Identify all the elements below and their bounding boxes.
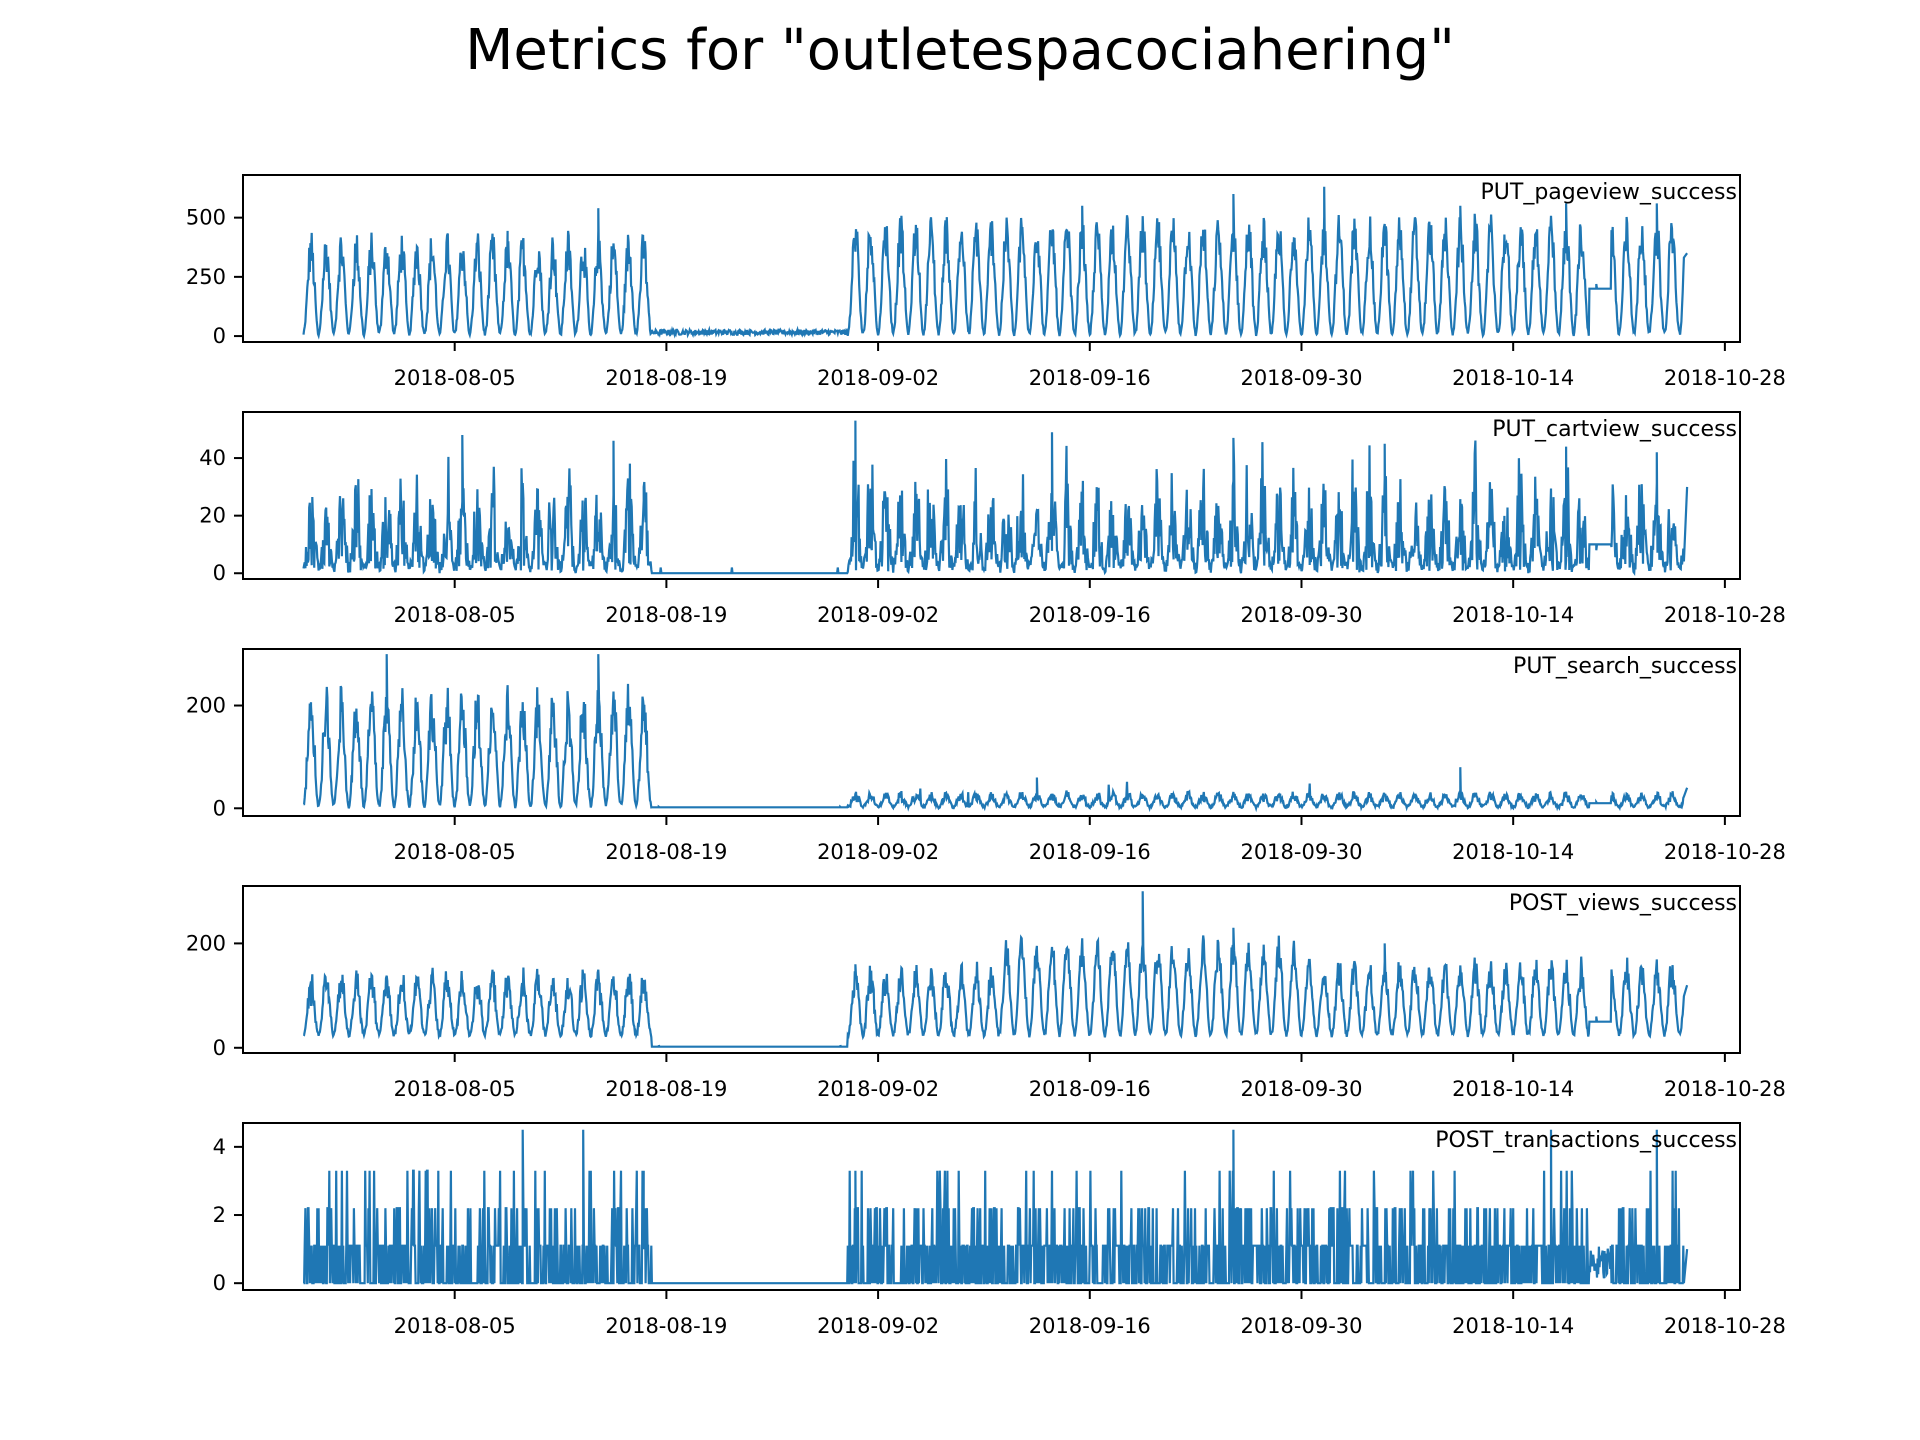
- axes-frame: [242, 174, 1741, 343]
- x-tick-label: 2018-10-28: [1664, 1314, 1786, 1338]
- x-tick-label: 2018-08-19: [605, 1314, 727, 1338]
- chart-title: Metrics for "outletespacociahering": [465, 18, 1455, 83]
- axes-frame: [242, 648, 1741, 817]
- y-tick-label: 250: [186, 265, 226, 289]
- x-tick-label: 2018-09-02: [817, 1077, 939, 1101]
- x-tick-label: 2018-08-05: [394, 603, 516, 627]
- x-tick-label: 2018-08-05: [394, 366, 516, 390]
- panel-PUT_search_success: 2018-08-05 2018-08-19 2018-09-02 2018-09-16…: [186, 648, 1786, 864]
- y-tick-label: 0: [213, 324, 226, 348]
- panel-POST_transactions_success: 2018-08-05 2018-08-19 2018-09-02 2018-09-16…: [213, 1122, 1786, 1338]
- x-tick-label: 2018-10-14: [1452, 603, 1574, 627]
- x-tick-label: 2018-09-02: [817, 1314, 939, 1338]
- panel-label: POST_views_success: [1509, 891, 1737, 916]
- y-tick-label: 200: [186, 694, 226, 718]
- series-line-PUT_cartview_success: [302, 420, 1689, 577]
- series-line-POST_views_success: [303, 891, 1689, 1048]
- series-line-POST_transactions_success: [303, 1129, 1689, 1285]
- panel-PUT_pageview_success: 2018-08-05 2018-08-19 2018-09-02 2018-09-16…: [186, 174, 1786, 390]
- axes-frame: [242, 1122, 1741, 1291]
- x-tick-label: 2018-09-02: [817, 366, 939, 390]
- x-tick-label: 2018-08-19: [605, 603, 727, 627]
- axes-frame: [242, 885, 1741, 1054]
- x-tick-label: 2018-09-16: [1029, 603, 1151, 627]
- series-line-PUT_pageview_success: [302, 186, 1688, 340]
- panel-label: PUT_cartview_success: [1492, 417, 1737, 442]
- y-tick-label: 0: [213, 1036, 226, 1060]
- x-tick-label: 2018-08-19: [605, 1077, 727, 1101]
- x-tick-label: 2018-10-14: [1452, 1314, 1574, 1338]
- panel-label: PUT_pageview_success: [1481, 180, 1737, 205]
- x-tick-label: 2018-10-28: [1664, 1077, 1786, 1101]
- x-tick-label: 2018-10-28: [1664, 366, 1786, 390]
- x-tick-label: 2018-09-16: [1029, 1314, 1151, 1338]
- x-tick-label: 2018-10-14: [1452, 1077, 1574, 1101]
- y-tick-label: 0: [213, 1271, 226, 1295]
- x-tick-label: 2018-10-14: [1452, 366, 1574, 390]
- y-tick-label: 0: [213, 796, 226, 820]
- y-tick-label: 40: [199, 446, 226, 470]
- x-tick-label: 2018-09-30: [1240, 603, 1362, 627]
- y-tick-label: 200: [186, 931, 226, 955]
- x-tick-label: 2018-09-02: [817, 603, 939, 627]
- x-tick-label: 2018-09-30: [1240, 840, 1362, 864]
- series-line-PUT_search_success: [303, 654, 1689, 813]
- x-tick-label: 2018-09-02: [817, 840, 939, 864]
- x-tick-label: 2018-08-05: [394, 840, 516, 864]
- panel-label: PUT_search_success: [1513, 654, 1737, 679]
- x-tick-label: 2018-09-30: [1240, 1077, 1362, 1101]
- y-tick-label: 2: [213, 1203, 226, 1227]
- x-tick-label: 2018-09-16: [1029, 840, 1151, 864]
- y-tick-label: 4: [213, 1135, 226, 1159]
- y-tick-label: 500: [186, 206, 226, 230]
- x-tick-label: 2018-08-05: [394, 1314, 516, 1338]
- x-tick-label: 2018-09-30: [1240, 366, 1362, 390]
- x-tick-label: 2018-10-28: [1664, 840, 1786, 864]
- panel-PUT_cartview_success: 2018-08-05 2018-08-19 2018-09-02 2018-09-16…: [199, 411, 1786, 627]
- x-tick-label: 2018-08-19: [605, 840, 727, 864]
- x-tick-label: 2018-08-05: [394, 1077, 516, 1101]
- panel-POST_views_success: 2018-08-05 2018-08-19 2018-09-02 2018-09-16…: [186, 885, 1786, 1101]
- x-tick-label: 2018-09-16: [1029, 1077, 1151, 1101]
- panel-label: POST_transactions_success: [1435, 1128, 1737, 1153]
- axes-frame: [242, 411, 1741, 580]
- x-tick-label: 2018-10-14: [1452, 840, 1574, 864]
- x-tick-label: 2018-10-28: [1664, 603, 1786, 627]
- x-tick-label: 2018-09-30: [1240, 1314, 1362, 1338]
- y-tick-label: 20: [199, 504, 226, 528]
- x-tick-label: 2018-09-16: [1029, 366, 1151, 390]
- x-tick-label: 2018-08-19: [605, 366, 727, 390]
- y-tick-label: 0: [213, 561, 226, 585]
